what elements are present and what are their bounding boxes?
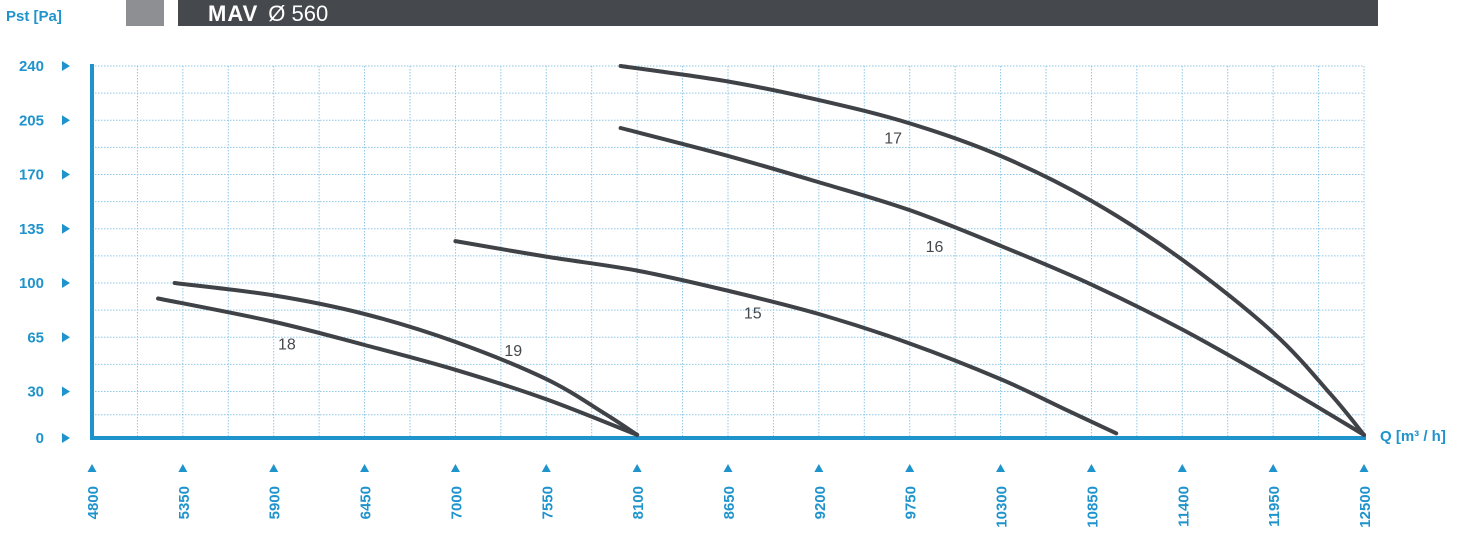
y-tick-label: 100 xyxy=(19,275,44,292)
x-tick-label: 9200 xyxy=(812,486,829,519)
x-tick-label: 4800 xyxy=(85,486,102,519)
x-tick-marker xyxy=(1177,464,1187,472)
x-tick-label: 5350 xyxy=(176,486,193,519)
y-tick-label: 135 xyxy=(19,221,44,238)
x-tick-label: 7550 xyxy=(539,486,556,519)
curve-label-18: 18 xyxy=(278,337,296,354)
model-name: MAV xyxy=(208,1,259,26)
x-tick-label: 6450 xyxy=(358,486,375,519)
y-tick-marker xyxy=(62,386,70,397)
curve-16 xyxy=(618,126,1366,437)
y-tick-marker xyxy=(62,433,70,443)
x-tick-label: 11950 xyxy=(1266,486,1283,527)
y-tick-label: 0 xyxy=(36,430,44,447)
x-tick-marker xyxy=(723,464,733,472)
x-tick-marker xyxy=(87,464,97,472)
curve-18 xyxy=(156,296,640,437)
y-axis-label: Pst [Pa] xyxy=(6,8,62,25)
y-tick-marker xyxy=(62,115,70,126)
y-tick-label: 170 xyxy=(19,167,44,184)
x-tick-marker xyxy=(360,464,370,472)
x-tick-marker xyxy=(632,464,642,472)
header-bar xyxy=(178,0,1378,26)
curve-19 xyxy=(172,281,640,437)
x-tick-label: 8100 xyxy=(630,486,647,519)
x-tick-marker xyxy=(814,464,824,472)
x-tick-marker xyxy=(269,464,279,472)
x-tick-label: 7000 xyxy=(448,486,465,519)
x-tick-label: 8650 xyxy=(721,486,738,519)
curve-label-19: 19 xyxy=(504,343,522,360)
curve-17 xyxy=(618,64,1366,437)
x-tick-marker xyxy=(996,464,1006,472)
x-tick-label: 9750 xyxy=(903,486,920,519)
y-tick-label: 205 xyxy=(19,112,44,129)
x-tick-marker xyxy=(1359,464,1369,472)
x-tick-label: 11400 xyxy=(1175,486,1192,527)
y-tick-marker xyxy=(62,169,70,180)
curve-label-15: 15 xyxy=(744,306,762,323)
x-tick-marker xyxy=(1268,464,1278,472)
y-tick-marker xyxy=(62,332,70,343)
x-tick-marker xyxy=(905,464,915,472)
y-tick-label: 240 xyxy=(19,58,44,75)
x-tick-marker xyxy=(178,464,188,472)
x-tick-marker xyxy=(1086,464,1096,472)
model-size: Ø 560 xyxy=(268,1,329,26)
x-axis-label: Q [m³ / h] xyxy=(1380,428,1446,445)
y-tick-label: 65 xyxy=(27,329,44,346)
x-tick-marker xyxy=(541,464,551,472)
y-tick-marker xyxy=(62,278,70,288)
y-tick-marker xyxy=(62,61,70,71)
y-tick-label: 30 xyxy=(27,384,44,401)
x-tick-marker xyxy=(450,464,460,472)
x-tick-label: 10300 xyxy=(994,486,1011,528)
x-tick-label: 5900 xyxy=(267,486,284,519)
curve-label-17: 17 xyxy=(884,131,902,148)
x-tick-label: 10850 xyxy=(1084,486,1101,528)
x-tick-label: 12500 xyxy=(1357,486,1374,528)
chart-title: MAV Ø 560 xyxy=(208,0,328,26)
curve-label-16: 16 xyxy=(926,239,944,256)
curve-15 xyxy=(453,239,1119,436)
y-tick-marker xyxy=(62,223,70,234)
header-marker xyxy=(126,0,164,26)
